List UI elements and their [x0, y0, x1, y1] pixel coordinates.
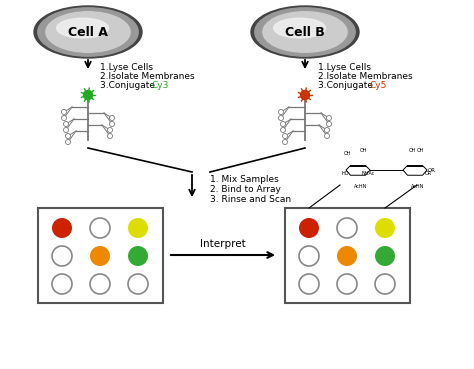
Circle shape: [64, 121, 69, 127]
Circle shape: [325, 134, 329, 138]
Circle shape: [52, 246, 72, 266]
Text: 1. Mix Samples: 1. Mix Samples: [210, 175, 279, 184]
Text: 3.Conjugate: 3.Conjugate: [100, 81, 158, 90]
Text: Interpret: Interpret: [200, 239, 246, 249]
Circle shape: [62, 110, 66, 114]
Ellipse shape: [251, 6, 359, 58]
Text: Cy3: Cy3: [152, 81, 169, 90]
Circle shape: [108, 128, 112, 132]
Text: OR: OR: [428, 168, 436, 173]
Circle shape: [128, 274, 148, 294]
Circle shape: [337, 218, 357, 238]
Circle shape: [279, 115, 283, 121]
Circle shape: [299, 246, 319, 266]
FancyBboxPatch shape: [285, 208, 410, 303]
Text: OH: OH: [417, 148, 425, 153]
Ellipse shape: [46, 12, 130, 52]
Text: Cell A: Cell A: [68, 25, 108, 38]
Circle shape: [279, 110, 283, 114]
Circle shape: [375, 246, 395, 266]
Ellipse shape: [255, 8, 355, 56]
Circle shape: [64, 128, 69, 132]
Circle shape: [283, 139, 288, 145]
FancyBboxPatch shape: [38, 208, 163, 303]
Text: AcHN: AcHN: [411, 184, 424, 189]
Circle shape: [128, 246, 148, 266]
Circle shape: [90, 246, 110, 266]
Text: 2. Bind to Array: 2. Bind to Array: [210, 185, 281, 194]
Circle shape: [281, 121, 285, 127]
Ellipse shape: [57, 18, 109, 38]
Text: 1.Lyse Cells: 1.Lyse Cells: [318, 63, 371, 72]
Text: 3.Conjugate: 3.Conjugate: [318, 81, 376, 90]
Circle shape: [90, 274, 110, 294]
Text: 2.Isolate Membranes: 2.Isolate Membranes: [100, 72, 195, 81]
Text: OH: OH: [344, 151, 352, 156]
Circle shape: [52, 218, 72, 238]
Circle shape: [52, 274, 72, 294]
Ellipse shape: [38, 8, 138, 56]
Circle shape: [90, 218, 110, 238]
Text: NHAc: NHAc: [362, 171, 375, 176]
Circle shape: [108, 134, 112, 138]
Circle shape: [337, 274, 357, 294]
Circle shape: [128, 218, 148, 238]
Text: 3. Rinse and Scan: 3. Rinse and Scan: [210, 195, 291, 204]
Circle shape: [65, 139, 71, 145]
Circle shape: [327, 121, 331, 127]
Text: 2.Isolate Membranes: 2.Isolate Membranes: [318, 72, 413, 81]
Text: OH: OH: [409, 148, 417, 153]
Text: AcHN: AcHN: [354, 184, 367, 189]
Circle shape: [109, 121, 115, 127]
Circle shape: [83, 90, 92, 100]
Circle shape: [375, 218, 395, 238]
Circle shape: [375, 274, 395, 294]
Circle shape: [325, 128, 329, 132]
Circle shape: [283, 134, 288, 138]
Ellipse shape: [273, 18, 326, 38]
Text: Cell B: Cell B: [285, 25, 325, 38]
Text: OR: OR: [425, 171, 432, 176]
Text: HO: HO: [342, 171, 349, 176]
Circle shape: [337, 246, 357, 266]
Circle shape: [62, 115, 66, 121]
Text: OH: OH: [360, 148, 367, 153]
Circle shape: [299, 274, 319, 294]
Ellipse shape: [34, 6, 142, 58]
Circle shape: [327, 115, 331, 121]
Ellipse shape: [263, 12, 347, 52]
Circle shape: [301, 90, 310, 100]
Text: Cy5: Cy5: [370, 81, 387, 90]
Circle shape: [109, 115, 115, 121]
Text: 1.Lyse Cells: 1.Lyse Cells: [100, 63, 153, 72]
Circle shape: [65, 134, 71, 138]
Circle shape: [299, 218, 319, 238]
Circle shape: [281, 128, 285, 132]
